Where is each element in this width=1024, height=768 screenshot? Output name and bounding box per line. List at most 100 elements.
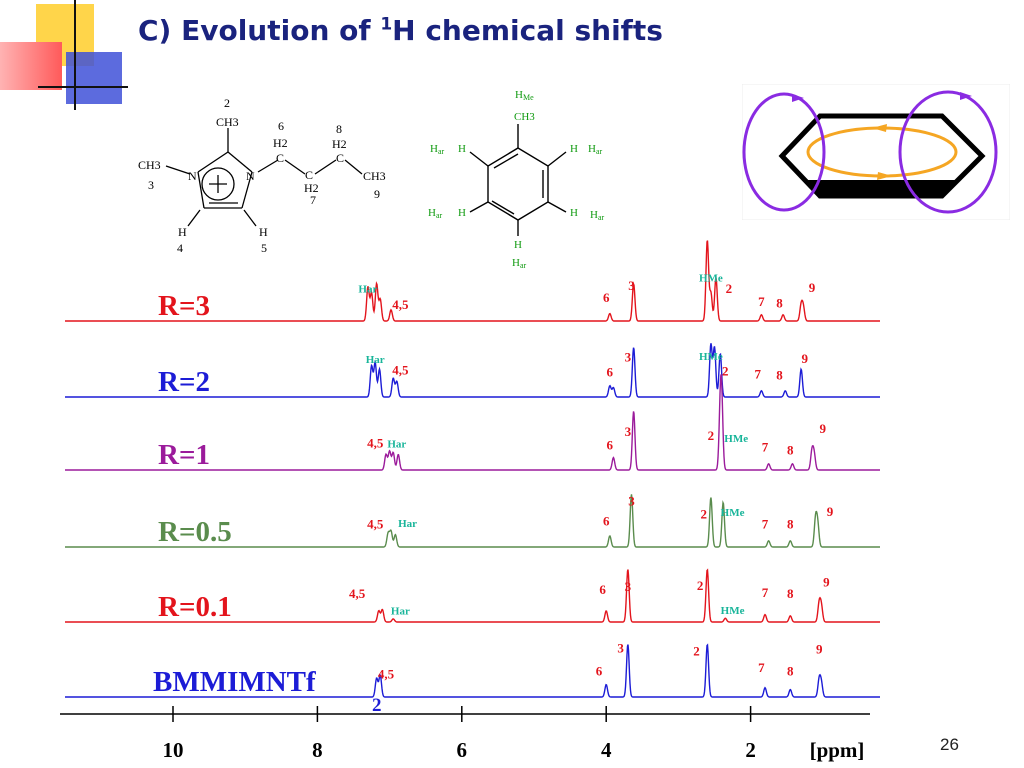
peak-label-0-4: HMe <box>699 272 723 284</box>
slide-title: C) Evolution of 1H chemical shifts <box>138 14 663 47</box>
peak-label-2-5: HMe <box>724 433 748 445</box>
peak-label-1-2: 6 <box>607 365 614 380</box>
peak-label-0-5: 2 <box>726 281 733 296</box>
toluene-h-bottom-right: H <box>570 207 578 219</box>
peak-label-4-1: Har <box>391 606 410 618</box>
spectrum-line-1 <box>65 343 880 398</box>
peak-label-3-7: 8 <box>787 516 794 531</box>
peak-label-5-2: 3 <box>617 640 624 655</box>
field-loop-right <box>898 90 998 214</box>
peak-label-3-8: 9 <box>827 504 834 519</box>
toluene-h-bottom-left: H <box>458 207 466 219</box>
bmim-n-right: N <box>246 169 255 183</box>
benzene-ring-edge <box>806 180 958 196</box>
deco-vertical-line <box>74 0 76 110</box>
toluene-har-bottom: Har <box>512 257 527 270</box>
peak-label-3-4: 2 <box>700 507 707 522</box>
bmim-c6-c: C <box>276 151 284 165</box>
peak-label-5-3: 2 <box>693 644 700 659</box>
bmim-c8-h2: H2 <box>332 137 347 151</box>
x-tick-label-4: 2 <box>745 738 756 762</box>
peak-label-1-8: 9 <box>802 351 809 366</box>
peak-label-2-4: 2 <box>708 428 715 443</box>
bmim-h4: H <box>178 225 187 239</box>
peak-label-1-5: 2 <box>722 363 729 378</box>
toluene-h-top-right: H <box>570 143 578 155</box>
series-label-1: R=2 <box>158 366 210 398</box>
bmim-c9-number: 9 <box>374 187 380 201</box>
peak-label-0-1: 4,5 <box>392 297 409 312</box>
bmim-c3-number: 3 <box>148 178 154 192</box>
peak-label-3-6: 7 <box>762 516 769 531</box>
peak-label-3-3: 3 <box>628 494 635 509</box>
peak-label-5-5: 8 <box>787 663 794 678</box>
peak-label-1-4: HMe <box>699 351 723 363</box>
bmim-h5-number: 5 <box>261 241 267 255</box>
inner-current-arrow-top <box>872 124 887 132</box>
bmim-c8-number: 8 <box>336 122 342 136</box>
bmim-c2-number: 2 <box>224 96 230 110</box>
peak-label-4-7: 8 <box>787 586 794 601</box>
peak-label-2-7: 8 <box>787 443 794 458</box>
spectrum-line-5 <box>65 643 880 698</box>
bmim-n-left: N <box>188 169 197 183</box>
x-tick-label-3: 4 <box>601 738 612 762</box>
peak-label-2-6: 7 <box>762 439 769 454</box>
peak-label-4-8: 9 <box>823 575 830 590</box>
peak-label-0-8: 9 <box>809 280 816 295</box>
peak-label-5-6: 9 <box>816 642 823 657</box>
ring-current-diagram <box>742 84 1010 220</box>
bmim-c2-methyl: CH3 <box>216 115 239 129</box>
peak-label-5-0: 4,5 <box>378 666 395 681</box>
peak-label-4-4: 2 <box>697 578 704 593</box>
deco-horizontal-line <box>38 86 128 88</box>
spectrum-line-2 <box>65 374 880 471</box>
x-axis-unit-label: [ppm] <box>810 738 865 762</box>
peak-label-1-1: 4,5 <box>392 363 409 378</box>
bmim-c9-methyl: CH3 <box>363 169 386 183</box>
toluene-h-bottom: H <box>514 239 522 251</box>
peak-label-5-1: 6 <box>596 663 603 678</box>
toluene-har-bottom-left: Har <box>428 207 443 220</box>
toluene-har-bottom-right: Har <box>590 209 605 222</box>
bmim-h5: H <box>259 225 268 239</box>
bmim-c7-number: 7 <box>310 193 316 207</box>
peak-label-2-2: 6 <box>607 438 614 453</box>
peak-label-2-3: 3 <box>625 424 632 439</box>
peak-label-5-4: 7 <box>758 660 765 675</box>
series-label-0: R=3 <box>158 290 210 322</box>
x-tick-label-0: 10 <box>163 738 184 762</box>
series-label-4: R=0.1 <box>158 591 232 623</box>
toluene-h-top-left: H <box>458 143 466 155</box>
peak-label-4-3: 3 <box>625 579 632 594</box>
bmim-c7-c: C <box>305 168 313 182</box>
peak-label-3-0: 4,5 <box>367 516 384 531</box>
toluene-hme: HMe <box>515 89 534 102</box>
bmim-c7-h2: H2 <box>304 181 319 195</box>
bmim-c6-number: 6 <box>278 119 284 133</box>
peak-label-1-0: Har <box>366 354 385 366</box>
deco-red-square <box>0 42 62 90</box>
bmim-structure: 2 CH3 6 H2 C 8 H2 C C H2 7 CH3 9 CH3 3 N… <box>138 96 386 255</box>
peak-label-1-6: 7 <box>755 366 762 381</box>
bmim-c8-c: C <box>336 151 344 165</box>
peak-label-2-8: 9 <box>820 421 827 436</box>
bmim-c6-h2: H2 <box>273 136 288 150</box>
peak-label-3-5: HMe <box>721 507 745 519</box>
field-arrow-left <box>792 94 804 102</box>
field-arrow-right <box>960 92 972 100</box>
series-label-sub-5: 2 <box>372 695 382 716</box>
x-tick-label-2: 6 <box>457 738 468 762</box>
x-tick-label-1: 8 <box>312 738 323 762</box>
peak-label-0-3: 3 <box>628 278 635 293</box>
peak-label-3-2: 6 <box>603 513 610 528</box>
peak-label-4-5: HMe <box>721 605 745 617</box>
spectrum-line-0 <box>65 240 880 322</box>
peak-label-2-1: Har <box>387 439 406 451</box>
peak-label-1-7: 8 <box>776 368 783 383</box>
toluene-structure: HMe CH3 H Har H Har H Har H Har H Har <box>428 89 605 270</box>
spectrum-line-4 <box>65 568 880 623</box>
peak-label-2-0: 4,5 <box>367 436 384 451</box>
bmim-c3-methyl: CH3 <box>138 158 161 172</box>
peak-label-3-1: Har <box>398 518 417 530</box>
